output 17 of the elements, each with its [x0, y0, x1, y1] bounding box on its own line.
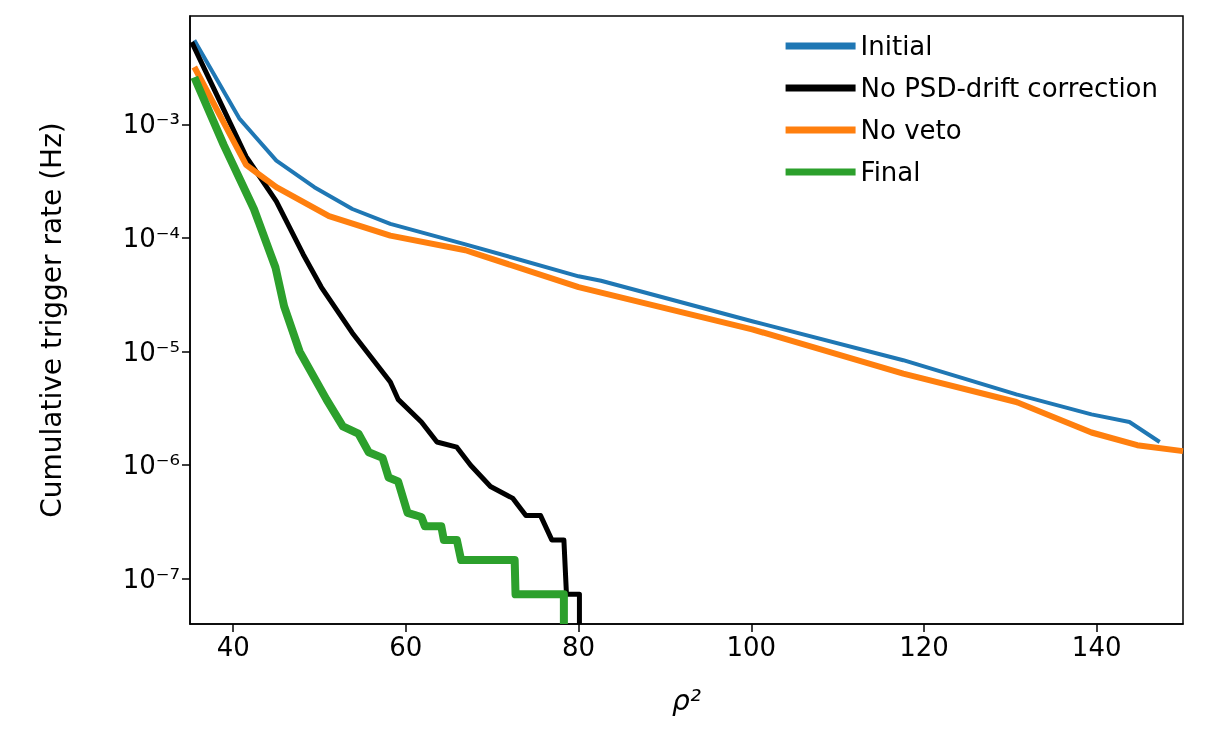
x-tick-label: 60 [389, 632, 423, 662]
y-tick-label: 10⁻⁵ [122, 336, 180, 367]
legend-label: No veto [860, 115, 962, 145]
x-tick-label: 100 [726, 632, 777, 662]
x-tick-label: 140 [1071, 632, 1122, 662]
legend-label: Final [860, 157, 921, 187]
y-tick-label: 10⁻⁶ [122, 450, 180, 481]
y-tick-label: 10⁻⁷ [122, 563, 180, 594]
x-axis-title: ρ² [672, 683, 701, 717]
x-tick-label: 80 [562, 632, 596, 662]
y-tick-label: 10⁻⁴ [122, 223, 180, 253]
legend-label: Initial [860, 31, 933, 61]
x-tick-label: 40 [216, 632, 250, 662]
y-tick-label: 10⁻³ [122, 109, 180, 140]
y-axis-title: Cumulative trigger rate (Hz) [34, 122, 68, 518]
legend-label: No PSD-drift correction [860, 73, 1159, 103]
x-tick-label: 120 [899, 632, 949, 662]
